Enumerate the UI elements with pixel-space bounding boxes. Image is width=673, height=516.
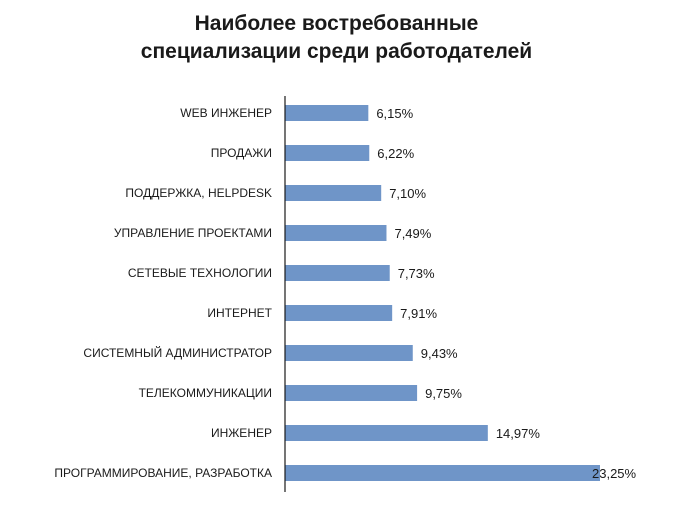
bar — [285, 145, 370, 161]
value-label: 14,97% — [496, 426, 541, 441]
category-label: СИСТЕМНЫЙ АДМИНИСТРАТОР — [83, 345, 272, 360]
category-label: СЕТЕВЫЕ ТЕХНОЛОГИИ — [128, 266, 272, 280]
value-label: 7,73% — [398, 266, 435, 281]
bar — [285, 385, 418, 401]
category-label: ПОДДЕРЖКА, HELPDESK — [125, 186, 272, 200]
value-label: 6,22% — [377, 146, 414, 161]
category-label: ПРОДАЖИ — [211, 146, 272, 160]
value-label: 23,25% — [592, 466, 637, 481]
bar — [285, 345, 413, 361]
bar — [285, 425, 488, 441]
category-label: ИНТЕРНЕТ — [207, 306, 272, 320]
bar — [285, 105, 369, 121]
value-label: 7,49% — [394, 226, 431, 241]
bar — [285, 265, 390, 281]
category-label: ТЕЛЕКОММУНИКАЦИИ — [139, 386, 272, 400]
chart-title-line-1: Наиболее востребованные — [194, 12, 479, 35]
category-label: ИНЖЕНЕР — [211, 426, 272, 440]
bar — [285, 225, 387, 241]
chart-title: Наиболее востребованные специализации ср… — [0, 10, 673, 66]
bar — [285, 305, 393, 321]
value-label: 7,91% — [400, 306, 437, 321]
value-label: 9,43% — [421, 346, 458, 361]
category-label: WEB ИНЖЕНЕР — [180, 106, 272, 120]
value-label: 7,10% — [389, 186, 426, 201]
bar — [285, 185, 382, 201]
chart-title-line-2: специализации среди работодателей — [140, 40, 533, 63]
category-label: УПРАВЛЕНИЕ ПРОЕКТАМИ — [114, 226, 272, 240]
bar — [285, 465, 600, 481]
value-label: 9,75% — [425, 386, 462, 401]
value-label: 6,15% — [376, 106, 413, 121]
category-label: ПРОГРАММИРОВАНИЕ, РАЗРАБОТКА — [54, 466, 272, 480]
